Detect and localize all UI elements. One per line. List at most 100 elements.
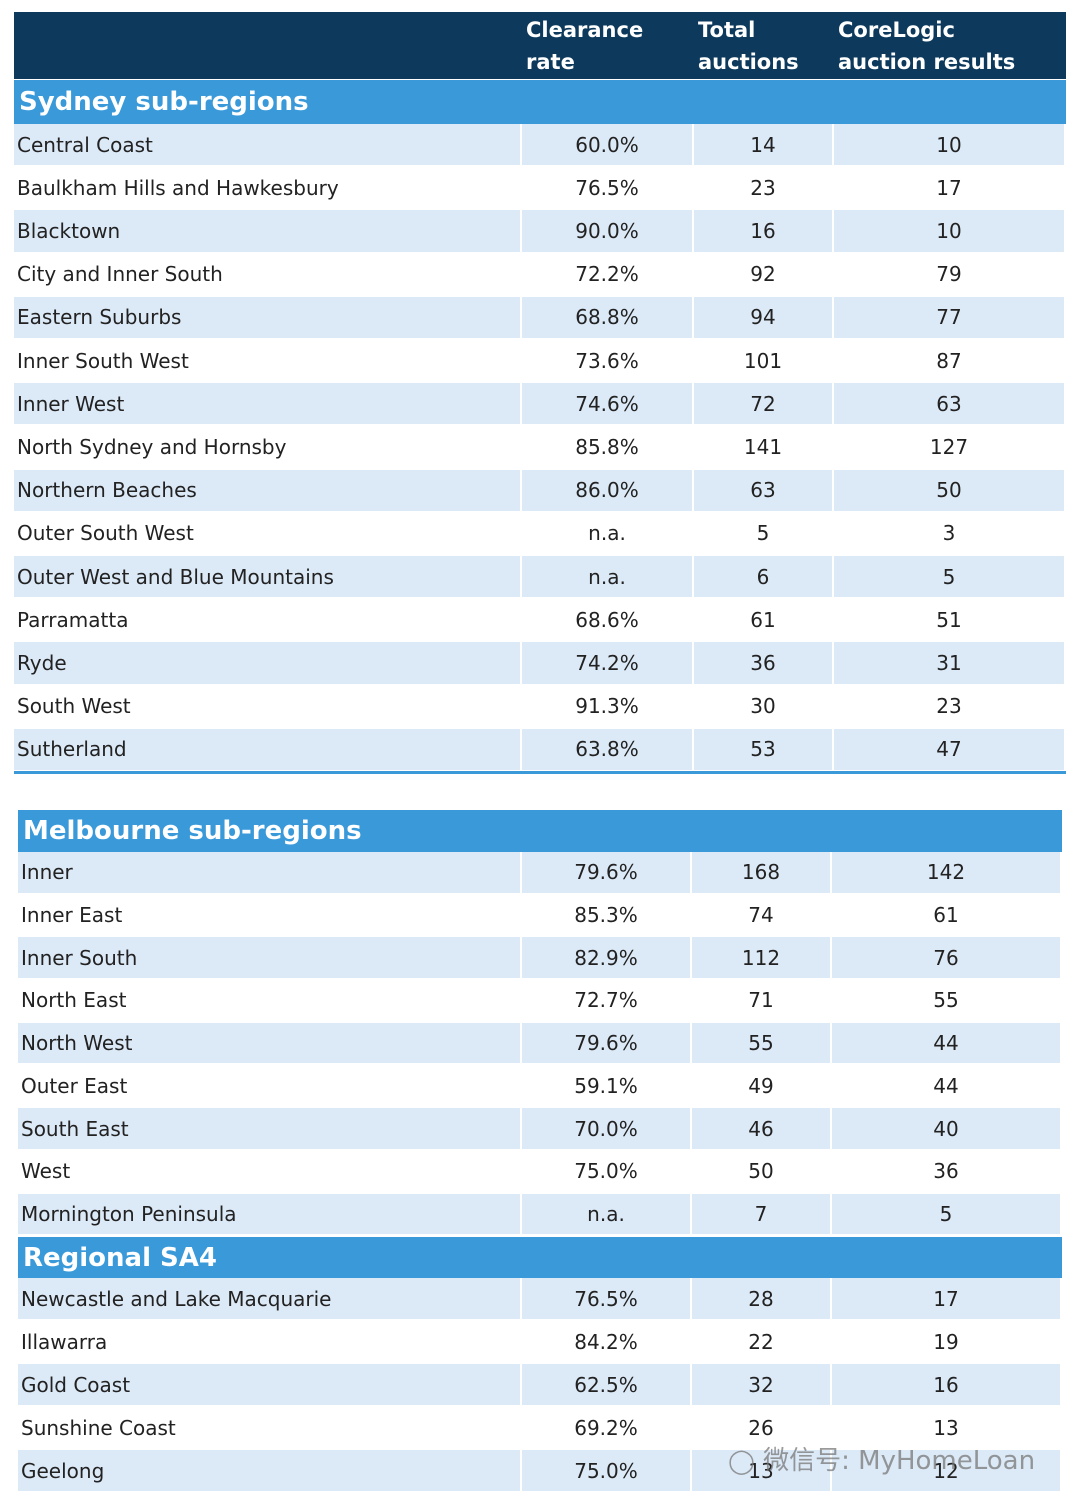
watermark: ◯ 微信号: MyHomeLoan	[728, 1446, 1036, 1476]
table-row: Central Coast 60.0% 14 10	[14, 124, 1066, 168]
table-cell: 14	[694, 124, 834, 168]
table-cell: 74.2%	[522, 642, 694, 686]
table-cell: 31	[834, 642, 1066, 686]
region-name: Inner East	[18, 894, 522, 938]
table-cell: 91.3%	[522, 685, 694, 729]
region-name: Ryde	[14, 642, 522, 686]
region-name: West	[18, 1150, 522, 1194]
table-cell: 61	[694, 599, 834, 643]
table-cell: 76.5%	[522, 167, 694, 211]
table-cell: 59.1%	[522, 1065, 692, 1109]
table-cell: 55	[692, 1022, 832, 1066]
table-cell: 63.8%	[522, 728, 694, 772]
table-row: South West 91.3% 30 23	[14, 685, 1066, 729]
table-row: Mornington Peninsula n.a. 7 5	[18, 1193, 1062, 1237]
region-name: North Sydney and Hornsby	[14, 426, 522, 470]
table-row: Inner East 85.3% 74 61	[18, 894, 1062, 938]
table-cell: 76.5%	[522, 1278, 692, 1321]
table-cell: 68.6%	[522, 599, 694, 643]
table-cell: 86.0%	[522, 469, 694, 513]
region-name: Inner	[18, 852, 522, 895]
table-cell: 10	[834, 210, 1066, 254]
table-cell: 79.6%	[522, 852, 692, 895]
table-cell: 46	[692, 1108, 832, 1151]
table-row: Baulkham Hills and Hawkesbury 76.5% 23 17	[14, 167, 1066, 211]
table-cell: 50	[834, 469, 1066, 513]
table-row: Sunshine Coast 69.2% 26 13	[18, 1407, 1062, 1450]
table-cell: 63	[694, 469, 834, 513]
table-cell: 68.8%	[522, 296, 694, 340]
region-name: Blacktown	[14, 210, 522, 254]
table-cell: 74	[692, 894, 832, 938]
table-cell: 87	[834, 340, 1066, 384]
watermark-text: 微信号: MyHomeLoan	[763, 1446, 1036, 1476]
table-cell: 71	[692, 980, 832, 1023]
table-row: Inner South 82.9% 112 76	[18, 937, 1062, 981]
table-cell: 5	[834, 556, 1066, 600]
table-cell: 62.5%	[522, 1364, 692, 1407]
column-header: CoreLogic auction results	[838, 17, 1016, 74]
region-name: Northern Beaches	[14, 469, 522, 513]
table-row: Newcastle and Lake Macquarie 76.5% 28 17	[18, 1278, 1062, 1321]
column-header: Clearance rate	[526, 17, 644, 74]
table-cell: 23	[694, 167, 834, 211]
table-cell: 26	[692, 1407, 832, 1450]
table-cell: 36	[832, 1150, 1062, 1194]
region-name: Eastern Suburbs	[14, 296, 522, 340]
region-name: North West	[18, 1022, 522, 1066]
region-name: Geelong	[18, 1450, 522, 1493]
table-header: Clearance rate Total auctions CoreLogic …	[14, 12, 1066, 79]
region-name: Parramatta	[14, 599, 522, 643]
table-cell: 75.0%	[522, 1450, 692, 1493]
table-cell: 6	[694, 556, 834, 600]
table-cell: 85.8%	[522, 426, 694, 470]
table-cell: 72	[694, 383, 834, 427]
table-cell: 5	[694, 512, 834, 556]
table-row: Inner 79.6% 168 142	[18, 852, 1062, 895]
table-row: West 75.0% 50 36	[18, 1150, 1062, 1194]
table-row: Blacktown 90.0% 16 10	[14, 210, 1066, 254]
table-cell: 101	[694, 340, 834, 384]
region-name: Outer West and Blue Mountains	[14, 556, 522, 600]
region-name: Outer East	[18, 1065, 522, 1109]
table-cell: 79.6%	[522, 1022, 692, 1066]
table-row: South East 70.0% 46 40	[18, 1108, 1062, 1151]
table-row: Parramatta 68.6% 61 51	[14, 599, 1066, 643]
table-row: Outer West and Blue Mountains n.a. 6 5	[14, 556, 1066, 600]
table-row: Outer East 59.1% 49 44	[18, 1065, 1062, 1109]
table-cell: 72.7%	[522, 980, 692, 1023]
table-cell: n.a.	[522, 512, 694, 556]
table-cell: 12	[832, 1450, 1062, 1493]
table-cell: 70.0%	[522, 1108, 692, 1151]
region-name: Illawarra	[18, 1321, 522, 1364]
section-title: Regional SA4	[18, 1237, 1062, 1278]
section-title: Sydney sub-regions	[14, 80, 1066, 124]
table-cell: 142	[832, 852, 1062, 895]
region-name: Central Coast	[14, 124, 522, 168]
region-name: City and Inner South	[14, 253, 522, 297]
region-name: Sunshine Coast	[18, 1407, 522, 1450]
table-cell: 28	[692, 1278, 832, 1321]
table-cell: 84.2%	[522, 1321, 692, 1364]
table-row: Northern Beaches 86.0% 63 50	[14, 469, 1066, 513]
table-cell: 16	[832, 1364, 1062, 1407]
column-header: Total auctions	[698, 17, 799, 74]
region-name: Inner South West	[14, 340, 522, 384]
table-cell: 17	[834, 167, 1066, 211]
table-cell: 10	[834, 124, 1066, 168]
table-row: Inner West 74.6% 72 63	[14, 383, 1066, 427]
table-cell: 60.0%	[522, 124, 694, 168]
table-row: North West 79.6% 55 44	[18, 1022, 1062, 1066]
table-cell: 40	[832, 1108, 1062, 1151]
table-row: Inner South West 73.6% 101 87	[14, 340, 1066, 384]
table-cell: 92	[694, 253, 834, 297]
table-cell: 72.2%	[522, 253, 694, 297]
table-cell: 112	[692, 937, 832, 981]
table-cell: 76	[832, 937, 1062, 981]
region-name: Outer South West	[14, 512, 522, 556]
region-name: South East	[18, 1108, 522, 1151]
table-row: Geelong 75.0% 13 12	[18, 1450, 1062, 1493]
section-title: Melbourne sub-regions	[18, 810, 1062, 852]
region-name: Mornington Peninsula	[18, 1193, 522, 1237]
table-cell: 30	[694, 685, 834, 729]
